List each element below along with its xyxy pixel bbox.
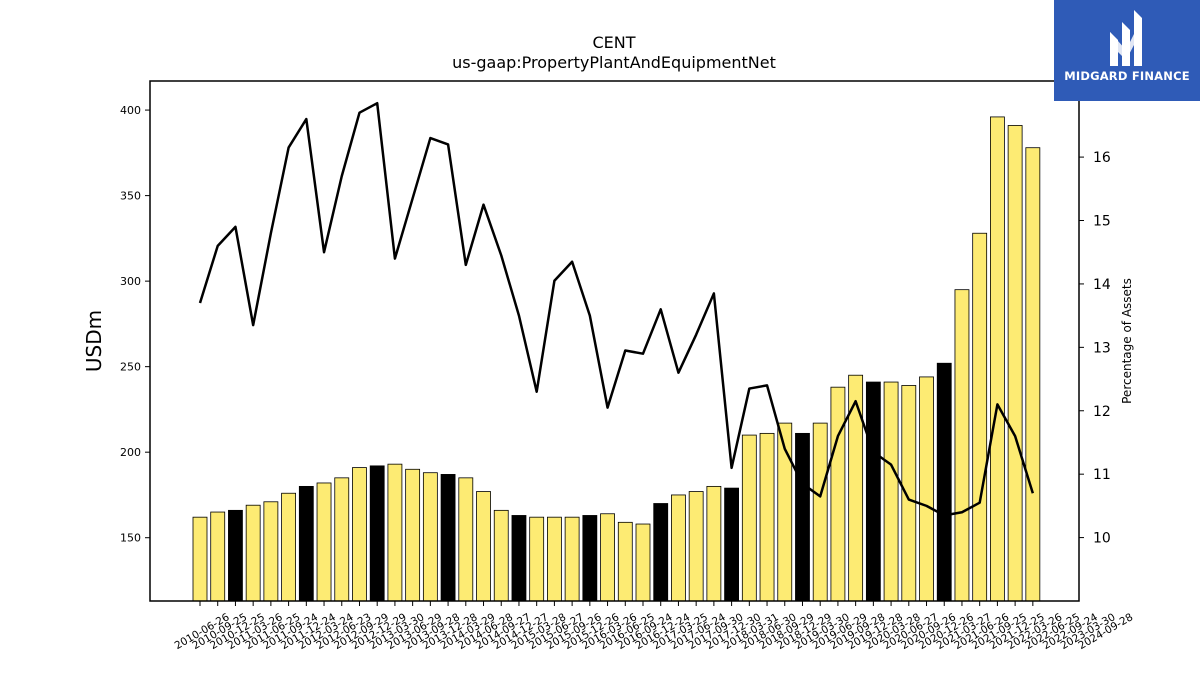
- bar: [405, 468, 421, 602]
- y-tick-label: 400: [120, 104, 141, 117]
- bar: [936, 362, 952, 602]
- bar: [210, 511, 226, 602]
- bar: [635, 523, 651, 602]
- bar: [990, 116, 1005, 602]
- line-series: [198, 101, 1035, 517]
- plot-frame: [149, 80, 1080, 602]
- y2-tick-label: 12: [1093, 404, 1111, 420]
- bar: [493, 509, 509, 602]
- chart-subtitle: us-gaap:PropertyPlantAndEquipmentNet: [452, 53, 776, 72]
- bar: [547, 516, 562, 602]
- bar: [192, 516, 208, 602]
- y2-axis-label: Percentage of Assets: [1120, 278, 1134, 404]
- bar: [795, 432, 810, 602]
- bar: [901, 385, 917, 602]
- brand-name: MIDGARD FINANCE: [1064, 69, 1190, 83]
- y2-axis: 10 11 12 13 14 15 16: [1079, 150, 1111, 547]
- bar: [741, 434, 757, 602]
- bar: [954, 289, 970, 602]
- bar: [422, 472, 438, 602]
- brand-logo: MIDGARD FINANCE: [1054, 0, 1200, 101]
- bar: [352, 467, 367, 602]
- bar: [369, 465, 385, 602]
- bar: [919, 376, 934, 602]
- bar: [511, 515, 527, 602]
- y2-tick-label: 10: [1093, 531, 1111, 547]
- bar: [812, 422, 828, 602]
- bar: [617, 521, 633, 602]
- midgard-logo-icon: [1110, 10, 1142, 66]
- y-tick-label: 300: [120, 275, 141, 288]
- y2-tick-label: 11: [1093, 467, 1111, 483]
- bar: [1007, 125, 1023, 602]
- bar-series: [192, 116, 1041, 602]
- bar: [440, 474, 456, 602]
- y2-tick-label: 13: [1093, 340, 1111, 356]
- y-tick-label: 250: [120, 361, 141, 374]
- bar: [334, 477, 350, 602]
- y2-tick-label: 15: [1093, 214, 1111, 230]
- bar: [245, 504, 261, 602]
- bar: [228, 509, 243, 602]
- bar: [281, 492, 297, 602]
- y2-tick-label: 16: [1093, 150, 1111, 166]
- bar: [865, 381, 881, 602]
- y-axis-label: USDm: [82, 310, 106, 372]
- bar: [724, 487, 739, 602]
- y2-tick-label: 14: [1093, 277, 1111, 293]
- bar: [972, 232, 988, 602]
- bar: [688, 491, 704, 602]
- bar: [883, 381, 899, 602]
- bar: [759, 432, 775, 602]
- bar: [458, 477, 474, 602]
- x-axis: 2010-06-262010-09-252010-12-252011-03-26…: [173, 601, 1135, 652]
- bar: [476, 491, 491, 602]
- bar: [316, 482, 332, 602]
- y-tick-label: 150: [120, 532, 141, 545]
- bar: [1025, 147, 1041, 602]
- y-tick-label: 350: [120, 190, 141, 203]
- bar: [653, 503, 669, 602]
- bar: [263, 501, 279, 602]
- bar: [600, 513, 615, 602]
- bar: [529, 516, 545, 602]
- bar: [582, 515, 598, 602]
- bar: [671, 494, 686, 602]
- bar: [706, 485, 722, 602]
- bar: [387, 463, 403, 602]
- bar: [830, 386, 846, 602]
- percentage-line: [198, 101, 1035, 517]
- bar: [298, 485, 314, 602]
- y-tick-label: 200: [120, 446, 141, 459]
- bar: [564, 516, 580, 602]
- y-axis: 150 200 250 300 350 400: [120, 104, 150, 545]
- chart-title: CENT: [592, 33, 635, 52]
